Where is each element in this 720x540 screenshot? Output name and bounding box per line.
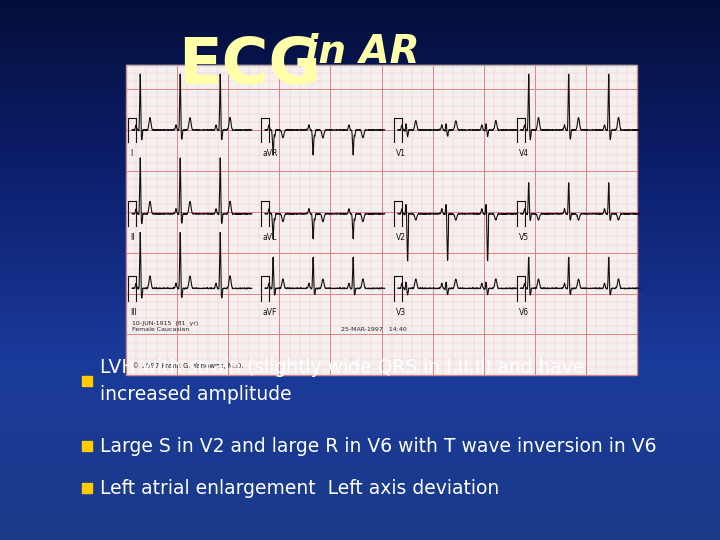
Bar	[82, 483, 92, 493]
Text: ECG: ECG	[178, 35, 321, 97]
Text: 10-JUN-1915  (81  yr)
Female Caucasian: 10-JUN-1915 (81 yr) Female Caucasian	[132, 321, 198, 332]
Text: © 1997 Frank G. Yanowitz, M.D.: © 1997 Frank G. Yanowitz, M.D.	[132, 363, 243, 369]
Text: aVF: aVF	[263, 308, 277, 317]
Text: V1: V1	[396, 150, 406, 158]
Text: Large S in V2 and large R in V6 with T wave inversion in V6: Large S in V2 and large R in V6 with T w…	[100, 436, 657, 456]
Bar	[82, 376, 92, 386]
Text: II: II	[130, 233, 135, 242]
Bar	[126, 65, 637, 375]
Text: V4: V4	[518, 150, 528, 158]
Text: I: I	[130, 150, 132, 158]
Text: V5: V5	[518, 233, 528, 242]
Text: in AR: in AR	[305, 33, 420, 71]
Text: aVL: aVL	[263, 233, 277, 242]
Text: V3: V3	[396, 308, 406, 317]
Text: Left atrial enlargement  Left axis deviation: Left atrial enlargement Left axis deviat…	[100, 478, 499, 497]
Text: III: III	[130, 308, 137, 317]
Text: 25-MAR-1997   14:40: 25-MAR-1997 14:40	[341, 327, 407, 332]
Bar	[82, 441, 92, 451]
Text: V2: V2	[396, 233, 406, 242]
Text: aVR: aVR	[263, 150, 279, 158]
Text: V6: V6	[518, 308, 528, 317]
Text: LVH with strain (slightly wide QRS in I,II,III and have
increased amplitude: LVH with strain (slightly wide QRS in I,…	[100, 358, 585, 404]
